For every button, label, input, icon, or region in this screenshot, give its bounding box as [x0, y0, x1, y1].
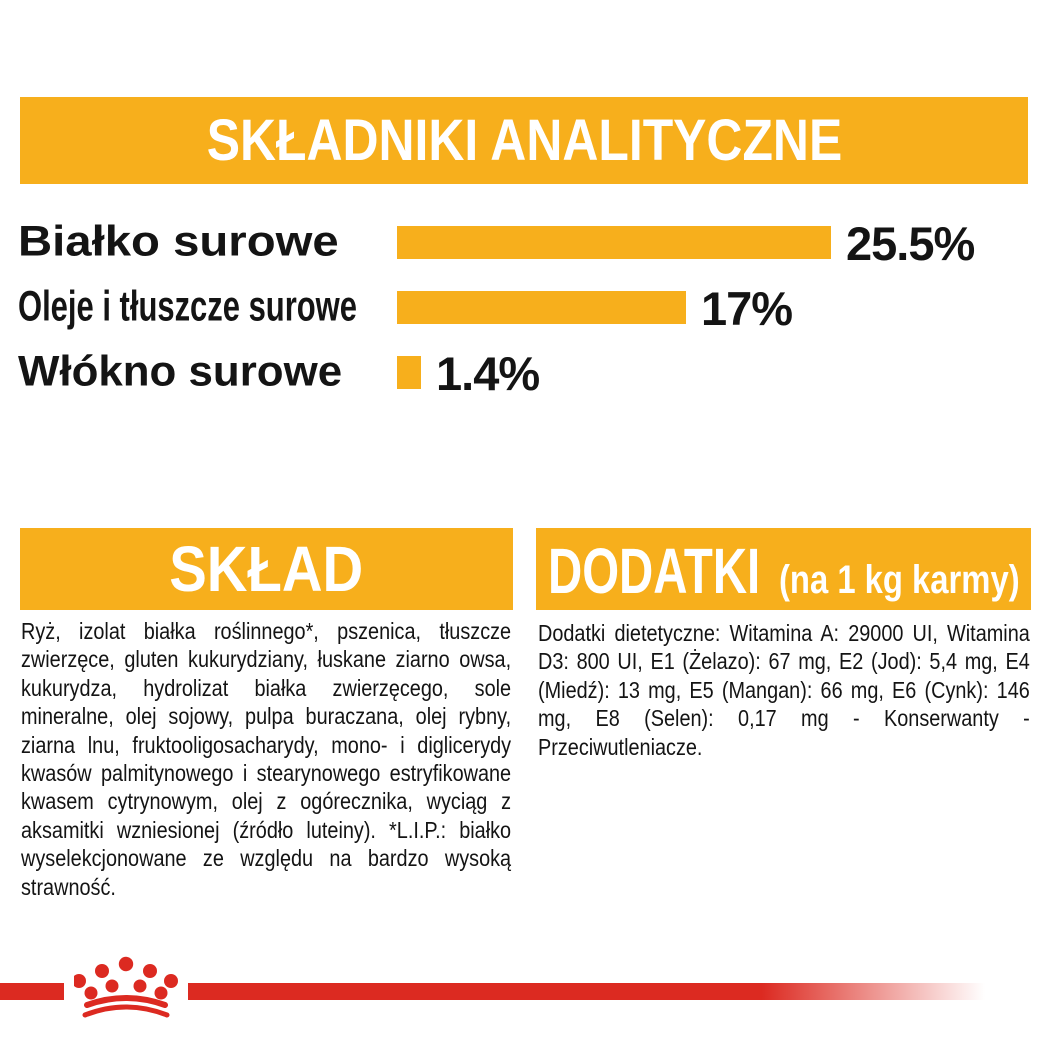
- additives-subtitle: (na 1 kg karmy): [778, 558, 1020, 602]
- chart-row-protein: Białko surowe 25.5%: [0, 220, 1049, 267]
- analytics-header-bar: SKŁADNIKI ANALITYCZNE: [20, 97, 1028, 184]
- chart-bar: [397, 291, 686, 324]
- composition-title: SKŁAD: [169, 533, 364, 605]
- chart-category-label: Oleje i tłuszcze surowe: [18, 282, 357, 331]
- chart-row-fat: Oleje i tłuszcze surowe 17%: [0, 285, 1049, 332]
- chart-bar: [397, 356, 421, 389]
- chart-row-fibre: Włókno surowe 1.4%: [0, 350, 1049, 397]
- composition-body-text: Ryż, izolat białka roślinnego*, pszenica…: [21, 618, 512, 900]
- chart-value-label: 17%: [701, 282, 793, 335]
- chart-value-label: 25.5%: [846, 217, 975, 270]
- chart-category-label: Włókno surowe: [18, 347, 343, 396]
- composition-header-bar: SKŁAD: [20, 528, 513, 610]
- chart-bar: [397, 226, 831, 259]
- additives-body-text: Dodatki dietetyczne: Witamina A: 29000 U…: [538, 620, 1030, 760]
- additives-header-bar: DODATKI (na 1 kg karmy): [536, 528, 1031, 610]
- chart-category-label: Białko surowe: [18, 217, 339, 266]
- additives-title: DODATKI: [548, 535, 761, 607]
- royal-canin-crown-icon: [74, 956, 178, 1018]
- footer-rule-left: [0, 983, 64, 1000]
- footer-rule-right-fading: [188, 983, 985, 1000]
- chart-value-label: 1.4%: [436, 347, 540, 400]
- analytics-header-title: SKŁADNIKI ANALITYCZNE: [206, 108, 842, 173]
